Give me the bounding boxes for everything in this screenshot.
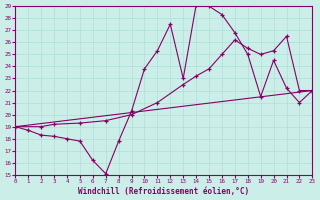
X-axis label: Windchill (Refroidissement éolien,°C): Windchill (Refroidissement éolien,°C)	[78, 187, 249, 196]
